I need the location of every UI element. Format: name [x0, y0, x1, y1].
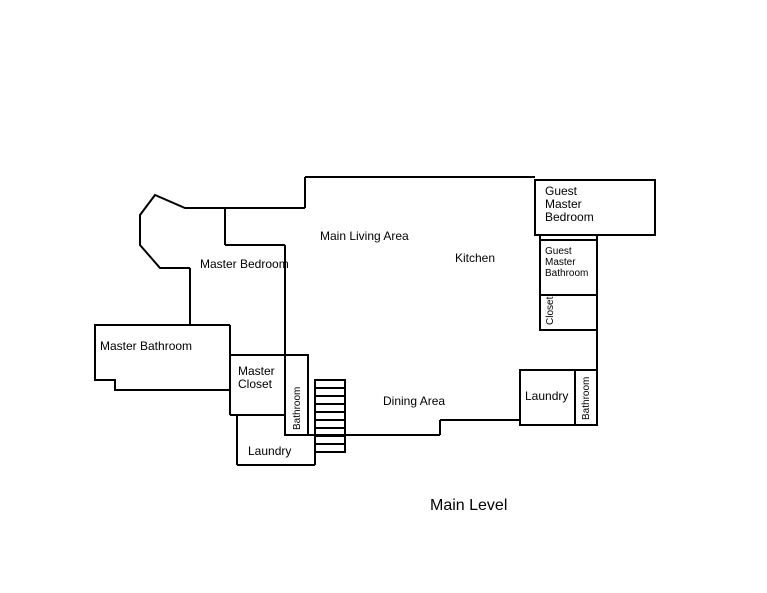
- label-laundry1: Laundry: [248, 444, 291, 458]
- label-closet: Closet: [545, 296, 556, 325]
- label-laundry2: Laundry: [525, 389, 568, 403]
- label-bathroom1: Bathroom: [292, 387, 303, 430]
- stairs: [315, 380, 345, 452]
- label-master-closet: Master Closet: [238, 364, 278, 391]
- label-guest-master-bedroom: Guest Master Bedroom: [545, 184, 594, 224]
- wall-master-bath: [95, 325, 190, 390]
- label-master-bedroom: Master Bedroom: [200, 257, 289, 271]
- label-master-bathroom: Master Bathroom: [100, 339, 192, 353]
- label-guest-master-bathroom: Guest Master Bathroom: [545, 246, 588, 279]
- label-main-living: Main Living Area: [320, 229, 409, 243]
- floor-title: Main Level: [430, 497, 507, 514]
- label-dining: Dining Area: [383, 394, 445, 408]
- floor-plan: Master Bathroom Master Bedroom Master Cl…: [0, 0, 767, 593]
- label-bathroom2: Bathroom: [581, 377, 592, 420]
- label-kitchen: Kitchen: [455, 251, 495, 265]
